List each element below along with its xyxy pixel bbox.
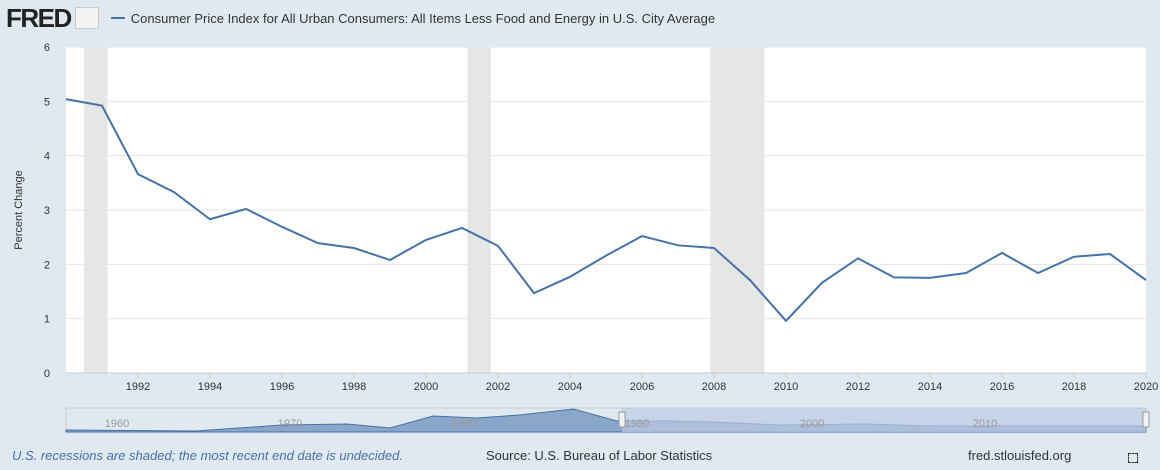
navigator-label: 1960 [105, 418, 129, 430]
navigator-selection [622, 408, 1146, 432]
y-tick-label: 6 [44, 42, 50, 54]
x-tick-label: 1996 [270, 381, 294, 393]
x-tick-label: 2016 [990, 381, 1014, 393]
x-tick-label: 2020 [1134, 381, 1158, 393]
x-tick-label: 2014 [918, 381, 942, 393]
x-tick-label: 2006 [630, 381, 654, 393]
navigator-label: 1990 [625, 418, 649, 430]
y-tick-label: 5 [44, 96, 50, 108]
x-tick-label: 2012 [846, 381, 870, 393]
x-tick-label: 1998 [342, 381, 366, 393]
x-tick-label: 2010 [774, 381, 798, 393]
x-tick-label: 2008 [702, 381, 726, 393]
navigator-label: 1980 [452, 418, 476, 430]
y-tick-label: 3 [44, 205, 50, 217]
legend-line-icon [110, 17, 125, 19]
x-tick-label: 1994 [198, 381, 222, 393]
line-chart: 0 1 2 3 4 5 6 1992 1994 1996 1998 2000 2002 2004 2006 2… [13, 42, 1158, 433]
x-tick-label: 2002 [486, 381, 510, 393]
navigator-label: 2000 [800, 418, 824, 430]
fred-logo[interactable]: FRED [6, 2, 72, 33]
y-axis-title: Percent Change [13, 170, 25, 250]
x-tick-label: 2000 [414, 381, 438, 393]
navigator-label: 1970 [278, 418, 302, 430]
site-link[interactable]: fred.stlouisfed.org [968, 448, 1072, 463]
legend-item[interactable]: Consumer Price Index for All Urban Consu… [110, 10, 716, 26]
recession-note: U.S. recessions are shaded; the most rec… [12, 448, 403, 463]
legend-label: Consumer Price Index for All Urban Consu… [130, 10, 716, 26]
x-tick-label: 1992 [126, 381, 150, 393]
x-tick-label: 2018 [1062, 381, 1086, 393]
navigator-label: 2010 [973, 418, 997, 430]
source-text: Source: U.S. Bureau of Labor Statistics [486, 448, 713, 463]
x-tick-label: 2004 [558, 381, 582, 393]
navigator-handle[interactable] [618, 411, 626, 428]
y-tick-label: 4 [44, 151, 50, 163]
header: FRED Consumer Price Index for All Urban … [6, 2, 716, 33]
y-tick-label: 0 [44, 368, 50, 380]
chart-trend-icon [74, 7, 99, 29]
y-tick-label: 2 [44, 259, 50, 271]
fullscreen-icon[interactable] [1128, 453, 1138, 463]
navigator-handle[interactable] [1142, 411, 1150, 428]
y-tick-label: 1 [44, 314, 50, 326]
